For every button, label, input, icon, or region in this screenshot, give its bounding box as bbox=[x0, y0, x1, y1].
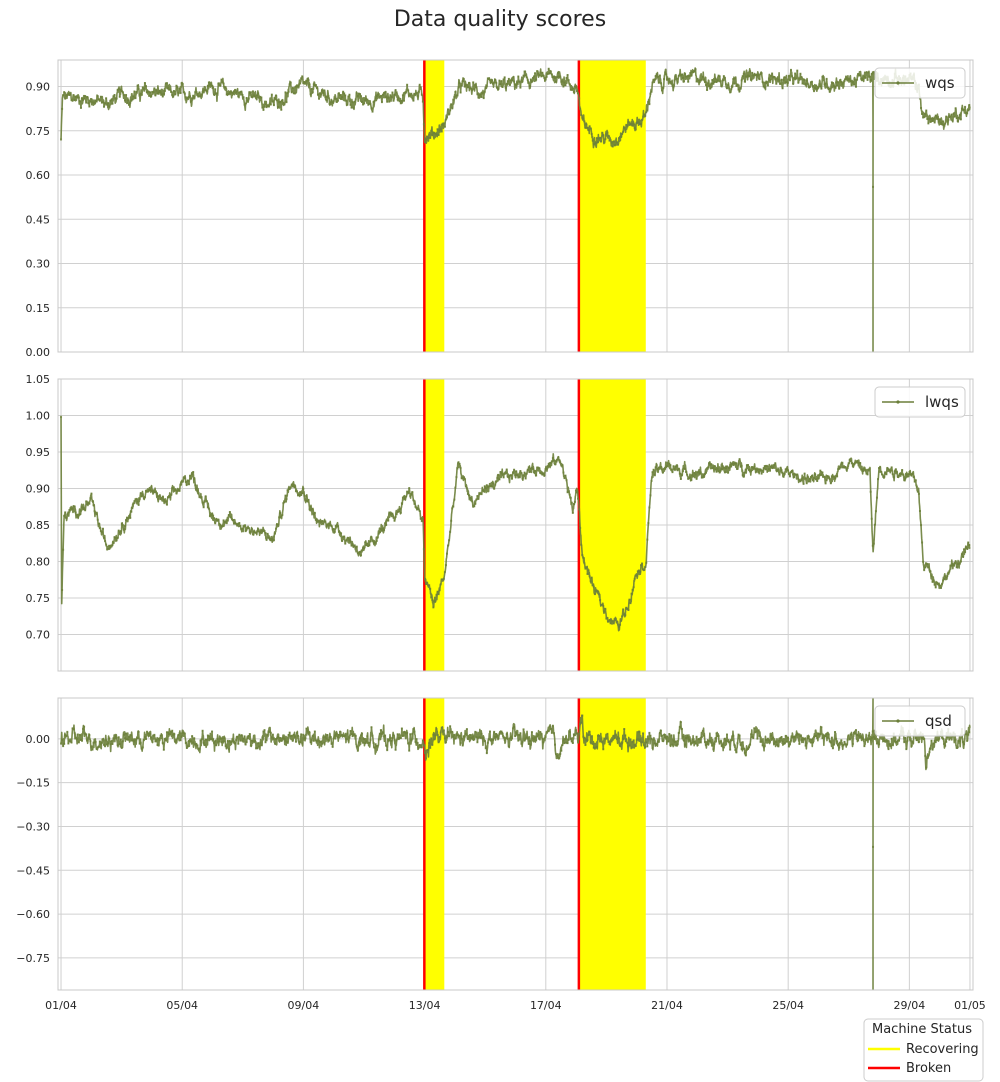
recovering-legend-label: Recovering bbox=[906, 1042, 979, 1057]
x-tick-label-1: 05/04 bbox=[166, 999, 198, 1012]
lwqs-legend-marker bbox=[896, 400, 900, 404]
qsd-series-group bbox=[60, 698, 971, 990]
qsd-broken-band-0 bbox=[423, 698, 426, 990]
wqs-series-markers bbox=[60, 67, 971, 188]
lwqs-ytick-label-7: 1.05 bbox=[26, 373, 51, 386]
lwqs-legend-label: lwqs bbox=[925, 393, 959, 411]
chart-title: Data quality scores bbox=[394, 7, 606, 32]
lwqs-ytick-label-2: 0.80 bbox=[26, 556, 51, 569]
x-tick-label-7: 29/04 bbox=[894, 999, 926, 1012]
wqs-ytick-label-4: 0.60 bbox=[26, 169, 51, 182]
lwqs-ytick-label-4: 0.90 bbox=[26, 483, 51, 496]
lwqs-ytick-label-3: 0.85 bbox=[26, 519, 51, 532]
qsd-broken-band-1 bbox=[577, 698, 581, 990]
x-tick-label-5: 21/04 bbox=[651, 999, 683, 1012]
qsd-recovering-band-0 bbox=[425, 698, 445, 990]
wqs-plot-area bbox=[58, 60, 973, 352]
qsd-ytick-label-3: −0.30 bbox=[16, 820, 50, 833]
qsd-legend-box bbox=[874, 705, 966, 737]
wqs-frame bbox=[57, 59, 974, 353]
machine-status-legend: Machine Status Recovering Broken bbox=[863, 1018, 984, 1082]
wqs-recovering-band-1 bbox=[579, 60, 646, 352]
lwqs-series-group bbox=[60, 415, 971, 632]
machine-status-legend-title: Machine Status bbox=[872, 1022, 972, 1037]
wqs-ytick-label-1: 0.15 bbox=[26, 302, 51, 315]
wqs-ytick-label-5: 0.75 bbox=[26, 125, 51, 138]
x-tick-label-2: 09/04 bbox=[288, 999, 320, 1012]
qsd-legend-marker bbox=[896, 719, 900, 723]
qsd-ytick-label-2: −0.45 bbox=[16, 864, 50, 877]
lwqs-ytick-label-6: 1.00 bbox=[26, 410, 51, 423]
lwqs-ytick-label-5: 0.95 bbox=[26, 446, 51, 459]
wqs-broken-band-1 bbox=[577, 60, 581, 352]
lwqs-panel: 0.70 0.75 0.80 0.85 0.90 0.95 1.00 1.05 lwqs bbox=[26, 373, 974, 672]
qsd-ytick-label-4: −0.15 bbox=[16, 777, 50, 790]
x-tick-label-6: 25/04 bbox=[772, 999, 804, 1012]
lwqs-ytick-label-0: 0.70 bbox=[26, 629, 51, 642]
lwqs-frame bbox=[57, 378, 974, 672]
x-tick-label-4: 17/04 bbox=[530, 999, 562, 1012]
x-tick-label-3: 13/04 bbox=[409, 999, 441, 1012]
qsd-plot-area bbox=[58, 698, 973, 990]
lwqs-legend-box bbox=[874, 386, 966, 418]
wqs-recovering-band-0 bbox=[425, 60, 445, 352]
qsd-ytick-label-1: −0.60 bbox=[16, 908, 50, 921]
x-tick-label-0: 01/04 bbox=[45, 999, 77, 1012]
qsd-series-markers bbox=[60, 714, 971, 848]
lwqs-recovering-band-0 bbox=[425, 379, 445, 671]
qsd-panel: −0.75 −0.60 −0.45 −0.30 −0.15 0.00 qsd bbox=[16, 697, 974, 991]
wqs-ytick-label-3: 0.45 bbox=[26, 213, 51, 226]
lwqs-series-markers bbox=[60, 415, 971, 628]
lwqs-recovering-band-1 bbox=[579, 379, 646, 671]
wqs-panel: 0.00 0.15 0.30 0.45 0.60 0.75 0.90 wqs bbox=[26, 59, 974, 359]
lwqs-ytick-label-1: 0.75 bbox=[26, 592, 51, 605]
wqs-ytick-label-0: 0.00 bbox=[26, 346, 51, 359]
x-tick-label-8: 01/05 bbox=[954, 999, 986, 1012]
x-axis-tick-labels: 01/04 05/04 09/04 13/04 17/04 21/04 25/04 29/04… bbox=[45, 999, 986, 1012]
wqs-broken-band-0 bbox=[423, 60, 426, 352]
qsd-ytick-label-0: −0.75 bbox=[16, 952, 50, 965]
lwqs-broken-band-1 bbox=[577, 379, 581, 671]
wqs-legend-box bbox=[874, 67, 966, 99]
wqs-legend-label: wqs bbox=[925, 74, 955, 92]
broken-legend-label: Broken bbox=[906, 1061, 951, 1076]
wqs-legend-marker bbox=[896, 81, 900, 85]
wqs-series-group bbox=[60, 67, 971, 352]
qsd-legend-label: qsd bbox=[925, 712, 952, 730]
qsd-ytick-label-5: 0.00 bbox=[26, 733, 51, 746]
lwqs-broken-band-0 bbox=[423, 379, 426, 671]
wqs-ytick-label-2: 0.30 bbox=[26, 258, 51, 271]
qsd-frame bbox=[57, 697, 974, 991]
wqs-ytick-label-6: 0.90 bbox=[26, 81, 51, 94]
